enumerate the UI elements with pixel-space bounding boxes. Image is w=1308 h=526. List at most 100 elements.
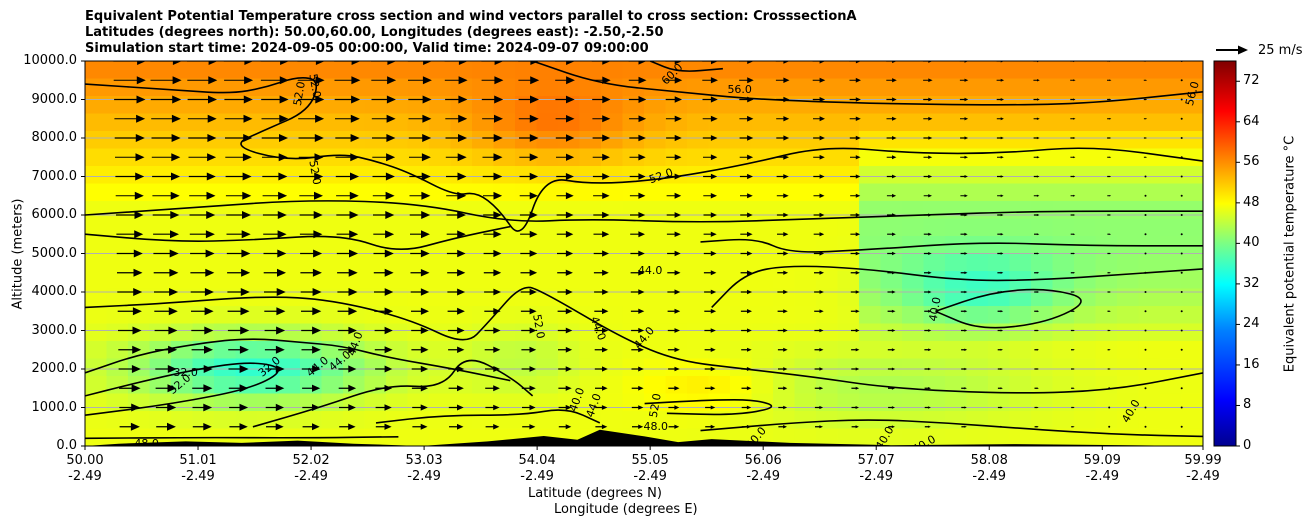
field-cell	[837, 288, 860, 307]
wind-vector	[996, 117, 1004, 121]
field-cell	[923, 183, 946, 202]
field-cell	[601, 341, 624, 360]
wind-vector	[705, 405, 716, 410]
field-cell	[708, 61, 731, 80]
wind-vector	[629, 154, 646, 161]
field-cell	[1160, 341, 1183, 360]
field-cell	[343, 183, 366, 202]
field-cell	[880, 183, 903, 202]
wind-vector	[1144, 291, 1147, 293]
wind-vector	[192, 384, 213, 393]
wind-vector	[1107, 291, 1111, 293]
field-cell	[558, 78, 581, 97]
wind-vector	[997, 368, 1003, 370]
field-cell	[106, 271, 129, 290]
wind-vector	[960, 175, 968, 178]
wind-vector	[1107, 195, 1112, 197]
wind-vector	[335, 114, 360, 123]
field-cell	[945, 271, 968, 290]
field-cell	[988, 306, 1011, 325]
field-cell	[407, 113, 430, 132]
field-cell	[493, 166, 516, 185]
field-cell	[751, 61, 774, 80]
wind-vector	[629, 192, 646, 199]
field-cell	[880, 113, 903, 132]
field-cell	[579, 358, 602, 377]
field-cell	[837, 358, 860, 377]
colorbar-tick-label: 16	[1243, 356, 1260, 372]
field-cell	[536, 323, 559, 342]
field-cell	[85, 393, 108, 412]
field-cell	[1052, 428, 1075, 446]
field-cell	[1052, 96, 1075, 115]
field-cell	[85, 113, 108, 132]
field-cell	[1138, 166, 1161, 185]
wind-vector	[408, 134, 432, 142]
wind-vector	[411, 307, 429, 315]
wind-vector	[190, 249, 215, 258]
wind-vector	[739, 135, 754, 141]
field-cell	[622, 253, 645, 272]
field-cell	[1160, 201, 1183, 220]
wind-vector	[594, 308, 609, 315]
field-cell	[880, 131, 903, 150]
wind-vector	[555, 61, 576, 65]
wind-vector	[484, 308, 501, 315]
field-cell	[364, 78, 387, 97]
wind-vector	[558, 346, 573, 353]
field-cell	[923, 201, 946, 220]
wind-vector	[229, 423, 248, 431]
field-cell	[816, 113, 839, 132]
wind-vector	[483, 211, 502, 219]
wind-vector	[850, 155, 861, 160]
wind-vector	[665, 96, 682, 103]
field-cell	[472, 341, 495, 360]
wind-vector	[114, 114, 146, 123]
field-cell	[386, 393, 409, 412]
wind-vector	[447, 327, 465, 334]
contour-line	[85, 77, 1203, 232]
wind-vector	[119, 384, 141, 393]
field-cell	[730, 393, 753, 412]
wind-vector	[850, 232, 861, 237]
field-cell	[85, 131, 108, 150]
field-cell	[515, 393, 538, 412]
wind-vector	[887, 232, 896, 236]
field-cell	[988, 428, 1011, 446]
field-cell	[429, 78, 452, 97]
field-cell	[773, 306, 796, 325]
field-cell	[1052, 61, 1075, 80]
field-cell	[472, 131, 495, 150]
colorbar-tick-label: 24	[1243, 316, 1260, 332]
field-cell	[429, 288, 452, 307]
wind-vector	[335, 134, 360, 142]
field-cell	[171, 323, 194, 342]
field-cell	[85, 166, 108, 185]
wind-vector	[886, 116, 897, 121]
field-cell	[988, 393, 1011, 412]
wind-vector	[445, 95, 468, 104]
wind-vector	[266, 423, 284, 431]
field-cell	[493, 271, 516, 290]
wind-vector	[739, 154, 754, 160]
wind-vector	[1143, 79, 1148, 81]
wind-vector	[1033, 79, 1040, 82]
field-cell	[880, 253, 903, 272]
wind-vector	[631, 327, 645, 334]
field-cell	[1117, 183, 1140, 202]
field-cell	[988, 376, 1011, 395]
field-cell	[106, 306, 129, 325]
field-cell	[536, 393, 559, 412]
field-cell	[515, 113, 538, 132]
wind-vector	[337, 288, 358, 296]
wind-vector	[227, 307, 250, 316]
field-cell	[1031, 393, 1054, 412]
field-cell	[192, 61, 215, 80]
y-tick-label: 9000.0	[31, 91, 78, 107]
y-tick-label: 5000.0	[31, 245, 78, 261]
x-tick-label: 59.99 -2.49	[1163, 453, 1243, 485]
field-cell	[364, 393, 387, 412]
wind-vector	[996, 136, 1004, 140]
field-cell	[343, 306, 366, 325]
wind-vector	[155, 403, 177, 412]
